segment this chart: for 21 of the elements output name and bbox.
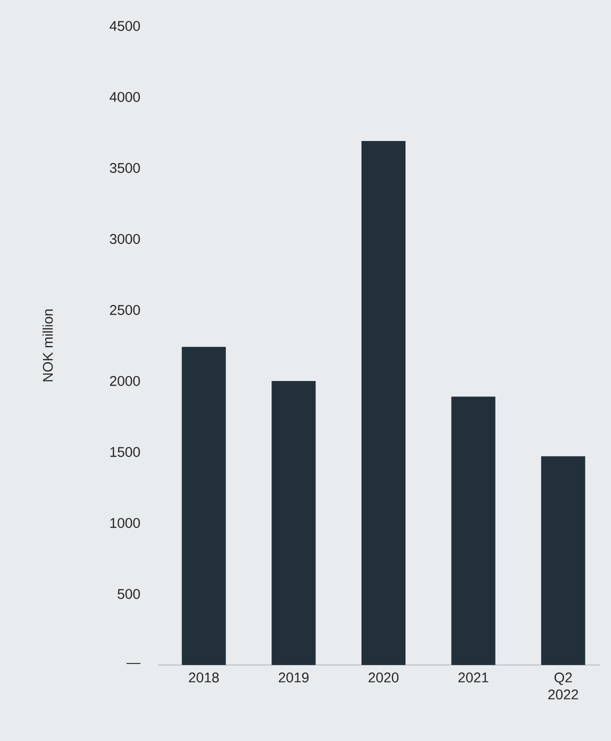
y-tick-label: 500 xyxy=(118,589,140,599)
bar xyxy=(541,456,586,665)
y-tick-label: 4500 xyxy=(110,21,140,31)
x-tick-label: 2021 xyxy=(458,672,488,682)
x-tick-label: Q2 2022 xyxy=(548,672,578,700)
bar xyxy=(451,396,496,665)
y-tick-label: 2500 xyxy=(110,305,140,315)
y-tick-label: 3500 xyxy=(110,163,140,173)
y-tick-label: 1500 xyxy=(110,447,140,457)
y-tick-label: 3000 xyxy=(110,234,140,244)
x-tick-label: 2018 xyxy=(188,672,219,682)
bar xyxy=(361,141,406,665)
bar xyxy=(272,380,316,665)
y-axis-title: NOK million xyxy=(42,309,53,382)
x-tick-label: 2020 xyxy=(368,672,399,682)
y-tick-label: 2000 xyxy=(110,376,140,386)
y-tick-label: — xyxy=(126,662,140,664)
x-tick-label: 2019 xyxy=(278,672,309,682)
y-tick-label: 1000 xyxy=(110,518,140,528)
bar xyxy=(182,346,226,665)
y-tick-label: 4000 xyxy=(110,92,140,102)
